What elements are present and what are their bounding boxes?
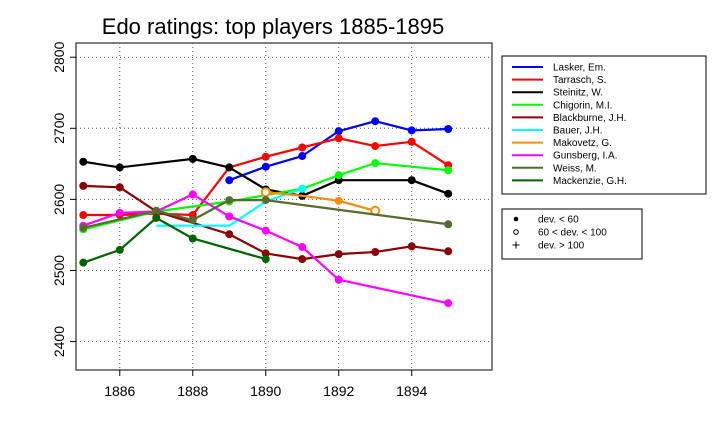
x-tick-label: 1886 xyxy=(104,383,135,399)
data-point xyxy=(261,226,270,235)
y-tick-label: 2600 xyxy=(51,184,67,215)
data-point xyxy=(225,230,234,239)
y-tick-label: 2800 xyxy=(51,41,67,72)
axes: 1886 1888 1890 1892 1894 2400 2500 2600 2700 2800 xyxy=(51,41,427,399)
data-point xyxy=(334,250,343,259)
data-point xyxy=(225,196,234,205)
data-point xyxy=(188,216,197,225)
data-point xyxy=(115,163,124,172)
x-tick-label: 1890 xyxy=(250,383,281,399)
data-point xyxy=(188,190,197,199)
data-point xyxy=(79,211,88,220)
data-point xyxy=(298,243,307,252)
marker-legend-entry: dev. < 60 xyxy=(538,215,579,226)
x-tick-label: 1888 xyxy=(177,383,208,399)
data-point xyxy=(334,134,343,143)
data-point xyxy=(334,196,343,205)
data-point xyxy=(115,208,124,217)
data-point xyxy=(444,166,453,175)
data-point xyxy=(298,255,307,264)
series-line xyxy=(265,191,376,212)
data-point xyxy=(334,171,343,180)
grid xyxy=(76,43,492,370)
x-tick-label: 1892 xyxy=(323,383,354,399)
legend-entry: Blackburne, J.H. xyxy=(553,113,626,124)
data-point xyxy=(371,117,380,126)
series-line xyxy=(83,199,449,229)
data-point xyxy=(298,152,307,161)
data-point xyxy=(371,247,380,256)
data-point xyxy=(260,187,271,198)
legend-entry: Gunsberg, I.A. xyxy=(553,151,617,162)
legend-entry: Steinitz, W. xyxy=(553,88,603,99)
data-point xyxy=(188,154,197,163)
data-point xyxy=(152,206,161,215)
data-point xyxy=(152,213,161,222)
data-point xyxy=(407,242,416,251)
series-line xyxy=(83,184,449,261)
data-point xyxy=(261,162,270,171)
data-point xyxy=(298,184,307,193)
data-point xyxy=(188,234,197,243)
legend-entry: Tarrasch, S. xyxy=(553,75,606,86)
data-point xyxy=(371,159,380,168)
ring-marker-icon xyxy=(513,229,519,235)
y-tick-label: 2400 xyxy=(51,326,67,357)
legend-entry: Mackenzie, G.H. xyxy=(553,176,627,187)
data-point xyxy=(261,152,270,161)
chart-title: Edo ratings: top players 1885-1895 xyxy=(102,14,444,39)
data-point xyxy=(79,258,88,267)
data-point xyxy=(371,142,380,151)
plot-frame xyxy=(75,42,493,371)
data-point xyxy=(261,249,270,258)
data-point xyxy=(444,299,453,308)
data-point xyxy=(79,181,88,190)
legend-entry: Lasker, Em. xyxy=(553,63,606,74)
x-tick-label: 1894 xyxy=(396,383,427,399)
plus-marker-icon xyxy=(512,241,520,249)
data-point xyxy=(444,189,453,198)
series-lasker-em xyxy=(225,117,453,185)
data-point xyxy=(79,223,88,232)
data-point xyxy=(407,176,416,185)
series-line xyxy=(82,216,267,264)
marker-legend-entry: 60 < dev. < 100 xyxy=(538,228,607,239)
data-point xyxy=(261,255,270,264)
legend-entry: Weiss, M. xyxy=(553,163,597,174)
marker-legend-entry: dev. > 100 xyxy=(538,241,585,252)
data-point xyxy=(115,183,124,192)
data-point xyxy=(444,247,453,256)
data-point xyxy=(334,275,343,284)
data-point xyxy=(261,196,270,205)
data-point xyxy=(334,127,343,136)
data-point xyxy=(79,157,88,166)
series-blackburne-j-h xyxy=(79,181,453,264)
series-legend: Lasker, Em.Tarrasch, S. Steinitz, W.Chigo… xyxy=(501,55,707,195)
data-point xyxy=(225,212,234,221)
data-point xyxy=(225,163,234,172)
data-point xyxy=(444,125,453,134)
marker-legend: dev. < 60 60 < dev. < 100 dev. > 100 xyxy=(501,208,643,260)
data-point xyxy=(444,220,453,229)
data-point xyxy=(115,245,124,254)
series-weiss-m xyxy=(79,196,453,232)
legend-entry: Makovetz, G. xyxy=(553,138,612,149)
series-mackenzie-g-h xyxy=(79,213,270,267)
dot-marker-icon xyxy=(513,216,519,222)
series-tarrasch-s xyxy=(79,134,453,220)
data-point xyxy=(225,176,234,185)
data-point xyxy=(407,126,416,135)
y-tick-label: 2700 xyxy=(51,113,67,144)
y-tick-label: 2500 xyxy=(51,255,67,286)
legend-entry: Chigorin, M.I. xyxy=(553,100,612,111)
legend-entry: Bauer, J.H. xyxy=(553,126,602,137)
data-point xyxy=(298,143,307,152)
series-lines xyxy=(79,117,453,308)
data-point xyxy=(407,137,416,146)
marker-legend-box xyxy=(501,208,643,260)
